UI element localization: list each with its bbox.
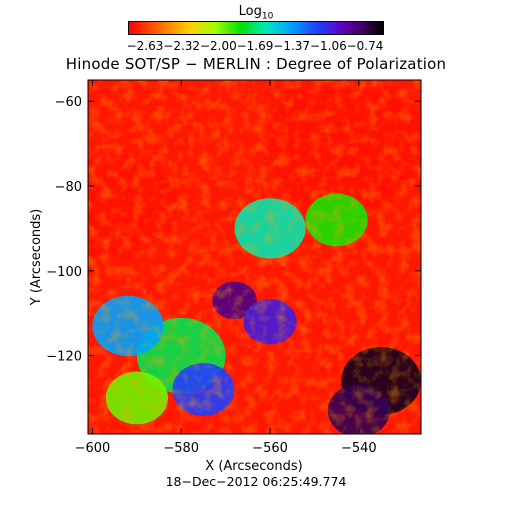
map-texture xyxy=(88,80,421,434)
x-tick-label: −580 xyxy=(163,441,199,456)
plot-area xyxy=(88,80,421,434)
colorbar-tick-label: −2.63 xyxy=(126,39,164,53)
x-axis: −600 −580 −560 −540 xyxy=(75,80,377,456)
y-axis: −60 −80 −100 −120 xyxy=(46,95,421,365)
y-tick-label: −80 xyxy=(55,180,82,195)
colorbar-tick-labels: −2.63 −2.32 −2.00 −1.69 −1.37 −1.06 −0.74 xyxy=(0,39,512,53)
colorbar-tick-label: −1.06 xyxy=(309,39,347,53)
colorbar-tick-label: −1.37 xyxy=(273,39,311,53)
colorbar-tick-label: −0.74 xyxy=(346,39,384,53)
x-tick-label: −540 xyxy=(341,441,377,456)
y-tick-label: −100 xyxy=(46,265,82,280)
colorbar-label: Log10 xyxy=(0,4,512,22)
timestamp: 18−Dec−2012 06:25:49.774 xyxy=(165,474,347,489)
colorbar-tick-label: −2.00 xyxy=(199,39,237,53)
colorbar-label-subscript: 10 xyxy=(261,11,274,22)
plot-frame xyxy=(87,79,422,435)
x-tick-label: −600 xyxy=(75,441,111,456)
colorbar-tick-label: −1.69 xyxy=(236,39,274,53)
y-tick-label: −120 xyxy=(46,350,82,365)
chart-title: Hinode SOT/SP − MERLIN : Degree of Polar… xyxy=(65,55,447,73)
y-axis-label: Y (Arcseconds) xyxy=(29,209,44,306)
x-axis-label: X (Arcseconds) xyxy=(205,459,302,474)
colorbar-label-text: Log xyxy=(238,4,262,19)
colorbar-tick-label: −2.32 xyxy=(163,39,201,53)
x-tick-label: −560 xyxy=(252,441,288,456)
y-tick-label: −60 xyxy=(55,95,82,110)
colorbar xyxy=(128,21,384,35)
